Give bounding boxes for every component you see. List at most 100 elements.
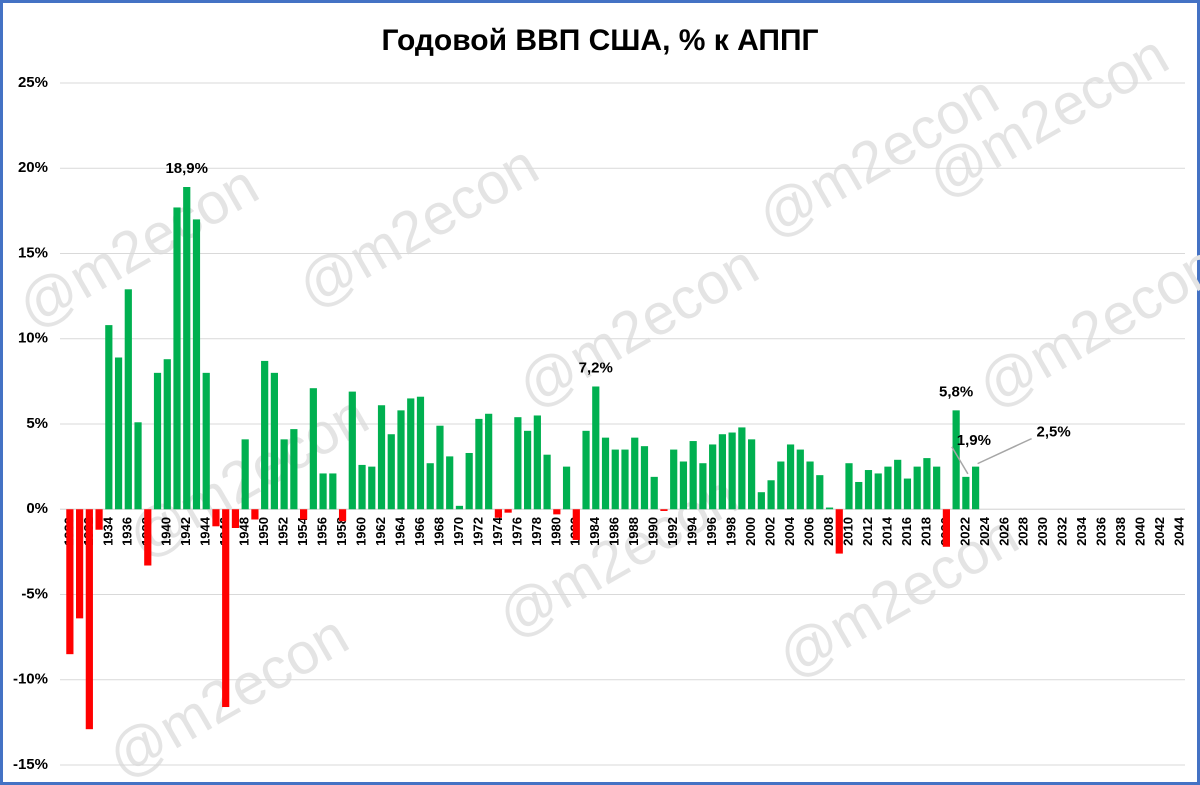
x-tick-label: 2032: [1055, 517, 1070, 546]
bar: [387, 434, 395, 510]
x-tick-label: 1972: [470, 517, 485, 546]
bar: [845, 463, 853, 510]
x-tick-label: 1998: [724, 517, 739, 546]
x-tick-label: 1968: [431, 517, 446, 546]
bar: [183, 187, 191, 510]
y-tick-label: 0%: [26, 500, 48, 517]
bar: [407, 398, 415, 510]
bar: [670, 449, 678, 510]
bar: [864, 470, 873, 510]
bar: [338, 509, 347, 522]
x-tick-label: 1994: [685, 516, 700, 546]
bar: [913, 466, 921, 510]
bar: [816, 475, 824, 510]
bar: [231, 509, 240, 529]
x-tick-label: 2028: [1016, 517, 1031, 546]
bar: [95, 509, 103, 530]
x-tick-label: 1942: [178, 517, 193, 546]
bar: [650, 476, 658, 510]
x-tick-label: 1990: [646, 517, 661, 546]
bar: [300, 509, 308, 520]
bar: [894, 459, 902, 510]
bar: [76, 509, 84, 619]
x-tick-label: 1948: [237, 517, 252, 546]
bar: [309, 388, 317, 510]
x-tick-label: 1956: [315, 517, 330, 546]
bar: [543, 454, 551, 510]
bar: [825, 507, 834, 510]
x-tick-label: 2010: [840, 517, 855, 546]
leader-line: [951, 446, 969, 475]
bar: [241, 439, 249, 510]
chart-title: Годовой ВВП США, % к АППГ: [381, 24, 818, 57]
bar: [562, 466, 571, 510]
bar: [582, 430, 590, 510]
y-tick-label: 10%: [18, 330, 48, 347]
bar: [660, 509, 668, 511]
bar: [884, 466, 892, 510]
y-tick-label: -10%: [13, 671, 48, 688]
bar: [261, 360, 269, 510]
x-tick-label: 2030: [1035, 517, 1050, 546]
bar: [933, 466, 941, 510]
x-tick-label: 1970: [451, 517, 466, 546]
x-tick-label: 2014: [879, 516, 894, 546]
bar: [748, 439, 756, 510]
bar: [144, 509, 152, 566]
x-tick-label: 1952: [276, 517, 291, 546]
bar: [192, 219, 201, 510]
bar: [153, 372, 162, 510]
data-label: 2,5%: [1037, 424, 1071, 441]
bar: [163, 359, 171, 510]
bar: [855, 481, 863, 510]
data-label: 1,9%: [957, 432, 991, 449]
x-tick-label: 2024: [977, 516, 992, 546]
bar: [348, 391, 356, 510]
x-tick-label: 2022: [957, 517, 972, 546]
x-tick-label: 1964: [392, 516, 407, 546]
x-tick-label: 1954: [295, 516, 310, 546]
x-tick-label: 1962: [373, 517, 388, 546]
bar: [767, 480, 775, 510]
x-tick-label: 2018: [918, 517, 933, 546]
x-tick-label: 1980: [548, 517, 563, 546]
x-tick-label: 1936: [120, 517, 135, 546]
bar: [709, 444, 717, 510]
x-tick-label: 2038: [1113, 517, 1128, 546]
bar: [504, 509, 512, 513]
x-tick-label: 1934: [100, 516, 115, 546]
bar: [280, 439, 288, 510]
bar: [319, 473, 327, 510]
bar: [290, 429, 298, 510]
bar: [553, 509, 561, 515]
y-tick-label: 20%: [18, 159, 48, 176]
data-label: 18,9%: [165, 160, 208, 177]
x-tick-label: 2016: [899, 517, 914, 546]
bar: [212, 509, 220, 527]
bar: [114, 357, 123, 510]
bar: [621, 449, 629, 510]
bar: [66, 509, 74, 655]
bar: [592, 386, 600, 510]
bar: [475, 418, 483, 510]
bar: [942, 509, 950, 547]
bar: [85, 509, 93, 730]
x-tick-label: 1944: [198, 516, 213, 546]
bar: [533, 415, 541, 510]
data-label: 7,2%: [579, 359, 613, 376]
leader-line: [977, 437, 1032, 465]
bar: [494, 509, 502, 518]
x-tick-label: 1986: [607, 517, 622, 546]
bar: [124, 289, 132, 510]
x-tick-label: 1958: [334, 517, 349, 546]
bar: [524, 430, 532, 510]
bar: [455, 505, 464, 510]
bar: [640, 446, 649, 510]
bar: [757, 492, 765, 510]
bar: [105, 325, 113, 510]
bar: [485, 413, 493, 510]
x-tick-label: 1940: [159, 517, 174, 546]
x-tick-label: 1950: [256, 517, 271, 546]
